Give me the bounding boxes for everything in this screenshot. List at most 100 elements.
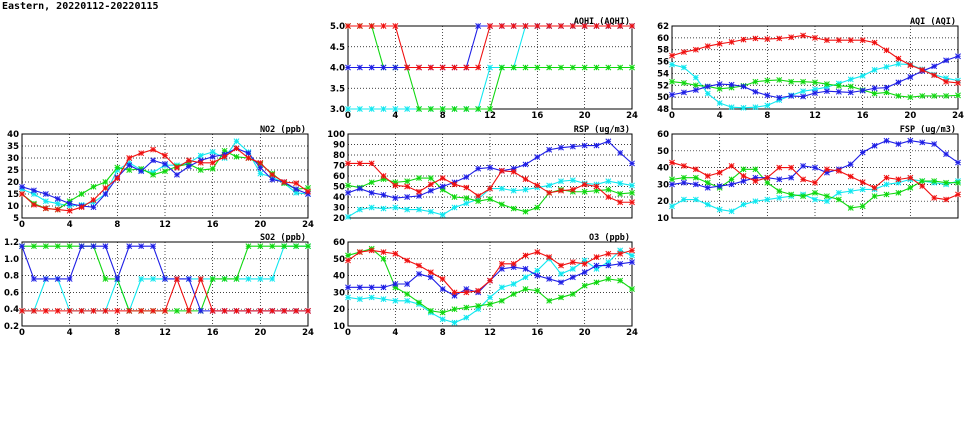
data-point — [605, 262, 612, 269]
data-point — [605, 186, 612, 193]
data-point — [704, 179, 711, 186]
data-point — [380, 191, 387, 198]
data-point — [345, 213, 351, 220]
y-tick-label: 0.2 — [4, 322, 19, 332]
data-point — [463, 195, 470, 202]
data-point — [416, 192, 422, 199]
data-point — [558, 270, 564, 277]
data-point — [510, 64, 517, 71]
data-point — [812, 189, 818, 196]
data-point — [605, 276, 612, 282]
data-point — [847, 188, 854, 195]
data-point — [498, 185, 505, 192]
data-point — [416, 270, 422, 277]
data-point — [581, 257, 588, 264]
data-point — [356, 249, 363, 256]
data-point — [102, 191, 109, 197]
chart-title: SO2 (ppb) — [260, 233, 306, 243]
data-point — [669, 203, 675, 210]
data-point — [510, 264, 517, 271]
y-tick-label: 35 — [7, 142, 19, 152]
data-point — [463, 174, 470, 181]
data-point — [764, 196, 771, 203]
data-point — [498, 167, 505, 174]
data-point — [498, 297, 505, 304]
data-point — [788, 78, 795, 85]
data-point — [569, 291, 576, 298]
x-tick-label: 20 — [904, 111, 916, 121]
data-point — [569, 23, 576, 29]
x-tick-label: 20 — [579, 111, 591, 121]
x-tick-label: 0 — [345, 328, 351, 338]
data-point — [114, 164, 121, 171]
data-point — [197, 159, 204, 166]
y-tick-label: 20 — [657, 197, 669, 207]
data-point — [546, 146, 553, 153]
data-point — [569, 186, 576, 193]
x-tick-label: 16 — [207, 220, 219, 230]
data-point — [704, 173, 711, 179]
data-point — [593, 142, 600, 149]
data-point — [752, 178, 759, 184]
data-point — [54, 243, 61, 250]
y-tick-label: 48 — [657, 105, 669, 115]
data-point — [955, 159, 961, 166]
y-tick-label: 60 — [657, 34, 669, 44]
data-point — [546, 276, 553, 282]
data-point — [823, 193, 830, 200]
series-red — [19, 276, 311, 314]
data-point — [931, 178, 938, 184]
data-point — [788, 191, 795, 198]
data-point — [776, 194, 783, 201]
chart-title: AQHI (AQHI) — [574, 17, 630, 27]
data-point — [558, 262, 564, 269]
data-point — [728, 39, 735, 45]
data-point — [669, 78, 675, 85]
y-tick-label: 60 — [333, 238, 345, 248]
data-point — [546, 23, 553, 29]
data-point — [510, 205, 517, 212]
data-point — [416, 188, 422, 195]
fsp-chart: 10 20 30 40 50 60 FSP (ug/m3) — [657, 125, 961, 224]
data-point — [800, 162, 807, 169]
data-point — [522, 265, 529, 272]
data-point — [345, 106, 351, 112]
data-point — [669, 181, 675, 188]
data-point — [680, 196, 687, 203]
data-point — [629, 199, 635, 206]
data-point — [380, 23, 387, 29]
data-point — [558, 23, 564, 29]
data-point — [728, 181, 735, 188]
y-tick-label: 30 — [657, 180, 669, 190]
data-point — [233, 138, 240, 145]
data-point — [404, 257, 411, 264]
data-point — [776, 94, 783, 101]
data-point — [534, 154, 541, 161]
data-point — [404, 194, 411, 200]
x-tick-label: 16 — [531, 111, 543, 121]
data-point — [617, 23, 624, 29]
data-point — [943, 57, 950, 64]
data-point — [740, 83, 747, 90]
data-point — [138, 307, 145, 314]
data-point — [581, 260, 588, 267]
y-tick-label: 52 — [657, 81, 669, 91]
data-point — [629, 286, 635, 292]
data-point — [150, 157, 157, 164]
data-point — [209, 165, 216, 172]
data-point — [617, 247, 624, 254]
data-point — [605, 178, 612, 185]
data-point — [427, 274, 434, 281]
data-point — [54, 276, 61, 282]
data-point — [546, 182, 553, 189]
data-point — [345, 182, 351, 189]
data-point — [728, 81, 735, 88]
data-point — [427, 307, 434, 314]
data-point — [716, 206, 723, 213]
data-point — [800, 193, 807, 200]
data-point — [451, 181, 458, 188]
data-point — [487, 106, 493, 112]
data-point — [162, 152, 168, 159]
plot-frame — [671, 133, 959, 219]
data-point — [269, 171, 276, 178]
